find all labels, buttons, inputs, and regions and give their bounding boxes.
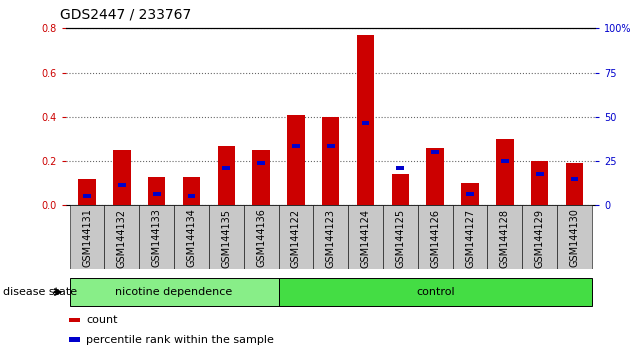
Text: GSM144123: GSM144123 [326, 209, 336, 268]
Bar [383, 205, 418, 269]
Bar [557, 205, 592, 269]
Bar [78, 179, 96, 205]
Bar [139, 205, 174, 269]
Text: GSM144132: GSM144132 [117, 209, 127, 268]
Text: GSM144127: GSM144127 [465, 209, 475, 268]
Text: GSM144131: GSM144131 [82, 209, 92, 267]
Bar [571, 177, 578, 181]
Text: percentile rank within the sample: percentile rank within the sample [86, 335, 274, 344]
Bar [113, 150, 130, 205]
Text: control: control [416, 287, 454, 297]
Bar [522, 205, 557, 269]
Text: GSM144134: GSM144134 [186, 209, 197, 267]
Text: count: count [86, 315, 118, 325]
Text: GSM144130: GSM144130 [570, 209, 580, 267]
Bar [488, 205, 522, 269]
Text: nicotine dependence: nicotine dependence [115, 287, 232, 297]
Bar [418, 205, 452, 269]
Bar [70, 205, 105, 269]
Bar [278, 278, 592, 306]
Bar [222, 166, 230, 170]
Bar [69, 318, 81, 322]
Bar [348, 205, 383, 269]
Text: GSM144129: GSM144129 [535, 209, 545, 268]
Text: GSM144126: GSM144126 [430, 209, 440, 268]
Bar [536, 172, 544, 176]
Bar [392, 175, 409, 205]
Bar [152, 192, 161, 196]
Bar [531, 161, 548, 205]
Bar [327, 144, 335, 148]
Bar [257, 161, 265, 165]
Text: GSM144125: GSM144125 [396, 209, 405, 268]
Bar [148, 177, 165, 205]
Bar [452, 205, 488, 269]
Bar [362, 121, 369, 125]
Bar [357, 35, 374, 205]
Bar [501, 159, 509, 163]
Bar [183, 177, 200, 205]
Bar [253, 150, 270, 205]
Text: disease state: disease state [3, 287, 77, 297]
Bar [292, 144, 300, 148]
Bar [174, 205, 209, 269]
Bar [496, 139, 513, 205]
Bar [466, 192, 474, 196]
Bar [313, 205, 348, 269]
Bar [566, 163, 583, 205]
Bar [69, 337, 81, 342]
Text: GDS2447 / 233767: GDS2447 / 233767 [60, 7, 191, 21]
Bar [432, 150, 439, 154]
Bar [70, 278, 278, 306]
Bar [244, 205, 278, 269]
Bar [105, 205, 139, 269]
Text: GSM144122: GSM144122 [291, 209, 301, 268]
Bar [461, 183, 479, 205]
Text: GSM144133: GSM144133 [152, 209, 162, 267]
Bar [287, 115, 305, 205]
Bar [188, 194, 195, 199]
Text: GSM144136: GSM144136 [256, 209, 266, 267]
Bar [396, 166, 404, 170]
Text: GSM144124: GSM144124 [360, 209, 370, 268]
Bar [278, 205, 313, 269]
Bar [118, 183, 126, 187]
Bar [83, 194, 91, 199]
Bar [217, 145, 235, 205]
Text: GSM144128: GSM144128 [500, 209, 510, 268]
Text: GSM144135: GSM144135 [221, 209, 231, 268]
Bar [209, 205, 244, 269]
Bar [322, 117, 340, 205]
Bar [427, 148, 444, 205]
